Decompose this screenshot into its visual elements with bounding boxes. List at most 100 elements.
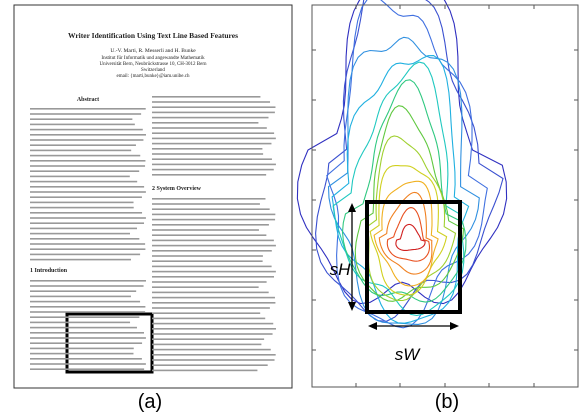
text-line bbox=[152, 138, 276, 140]
affiliation: Institut für Informatik und angewandte M… bbox=[101, 56, 205, 61]
text-line bbox=[152, 370, 257, 372]
text-line bbox=[152, 318, 265, 320]
text-line bbox=[30, 113, 141, 115]
text-line bbox=[30, 285, 144, 287]
text-line bbox=[30, 118, 132, 120]
text-line bbox=[152, 96, 260, 98]
text-line bbox=[30, 228, 137, 230]
text-line bbox=[30, 108, 146, 110]
text-line bbox=[30, 181, 137, 183]
text-line bbox=[30, 332, 144, 334]
abstract-heading: Abstract bbox=[77, 97, 99, 103]
text-line bbox=[30, 124, 135, 126]
text-line bbox=[152, 148, 262, 150]
contour bbox=[327, 0, 488, 328]
text-line bbox=[30, 176, 130, 178]
text-line bbox=[30, 165, 145, 167]
text-line bbox=[30, 280, 146, 282]
text-line bbox=[30, 207, 134, 209]
section-heading: 2 System Overview bbox=[152, 186, 202, 192]
text-line bbox=[30, 202, 134, 204]
text-line bbox=[152, 122, 258, 124]
text-line bbox=[152, 234, 266, 236]
text-line bbox=[152, 266, 272, 268]
text-line bbox=[30, 233, 130, 235]
text-line bbox=[152, 260, 263, 262]
text-line bbox=[152, 359, 275, 361]
text-line bbox=[30, 248, 145, 250]
panel-label: (a) bbox=[138, 391, 162, 413]
text-line bbox=[30, 222, 144, 224]
affiliation: Universität Bern, Neubrückstrasse 10, CH… bbox=[99, 62, 207, 67]
text-line bbox=[152, 208, 270, 210]
text-line bbox=[152, 198, 265, 200]
panel-b: sH sW bbox=[297, 0, 578, 387]
text-line bbox=[30, 155, 140, 157]
text-line bbox=[152, 158, 272, 160]
text-line bbox=[152, 106, 275, 108]
width-label: sW bbox=[395, 345, 422, 364]
text-line bbox=[30, 306, 145, 308]
text-line bbox=[30, 134, 146, 136]
text-line bbox=[30, 217, 146, 219]
text-line bbox=[30, 311, 145, 313]
text-line bbox=[30, 212, 142, 214]
contour bbox=[367, 136, 455, 301]
text-line bbox=[152, 143, 271, 145]
panel-label: (b) bbox=[435, 391, 459, 413]
plot-frame bbox=[312, 5, 578, 387]
text-line bbox=[152, 203, 260, 205]
text-line bbox=[152, 224, 269, 226]
text-line bbox=[152, 276, 274, 278]
contour bbox=[387, 208, 429, 262]
text-line bbox=[152, 240, 274, 242]
text-line bbox=[30, 322, 130, 324]
text-line bbox=[30, 358, 142, 360]
text-line bbox=[152, 323, 273, 325]
contour bbox=[396, 224, 425, 250]
text-line bbox=[152, 127, 267, 129]
text-line bbox=[30, 348, 134, 350]
height-label: sH bbox=[330, 260, 352, 279]
text-line bbox=[30, 129, 143, 131]
text-line bbox=[30, 196, 142, 198]
text-line bbox=[152, 229, 259, 231]
text-line bbox=[152, 214, 275, 216]
text-line bbox=[152, 312, 260, 314]
text-line bbox=[152, 328, 276, 330]
text-line bbox=[152, 219, 275, 221]
panel-a: Writer Identification Using Text Line Ba… bbox=[14, 5, 292, 388]
text-line bbox=[30, 301, 140, 303]
text-line bbox=[152, 349, 271, 351]
text-line bbox=[30, 191, 146, 193]
text-line bbox=[152, 245, 276, 247]
affiliation: email: {marti,bunke}@iam.unibe.ch bbox=[117, 74, 190, 79]
text-line bbox=[152, 333, 273, 335]
text-line bbox=[152, 271, 276, 273]
text-line bbox=[30, 144, 136, 146]
text-line bbox=[30, 254, 140, 256]
text-line bbox=[30, 238, 139, 240]
affiliation: Switzerland bbox=[141, 68, 165, 73]
paper-title: Writer Identification Using Text Line Ba… bbox=[68, 31, 238, 40]
text-line bbox=[30, 363, 146, 365]
section-heading: 1 Introduction bbox=[30, 268, 68, 274]
text-line bbox=[152, 250, 272, 252]
figure: Writer Identification Using Text Line Ba… bbox=[0, 0, 582, 413]
text-line bbox=[152, 338, 264, 340]
text-line bbox=[30, 342, 142, 344]
text-line bbox=[30, 186, 144, 188]
text-line bbox=[152, 255, 263, 257]
text-line bbox=[30, 170, 139, 172]
contour bbox=[333, 62, 464, 315]
authors: U.-V. Marti, R. Messerli and H. Bunke bbox=[110, 48, 196, 54]
text-line bbox=[30, 337, 146, 339]
text-line bbox=[152, 307, 270, 309]
text-line bbox=[30, 353, 133, 355]
text-line bbox=[30, 139, 143, 141]
text-line bbox=[30, 327, 137, 329]
text-line bbox=[30, 316, 139, 318]
text-line bbox=[152, 153, 263, 155]
text-line bbox=[30, 150, 131, 152]
text-line bbox=[152, 297, 275, 299]
